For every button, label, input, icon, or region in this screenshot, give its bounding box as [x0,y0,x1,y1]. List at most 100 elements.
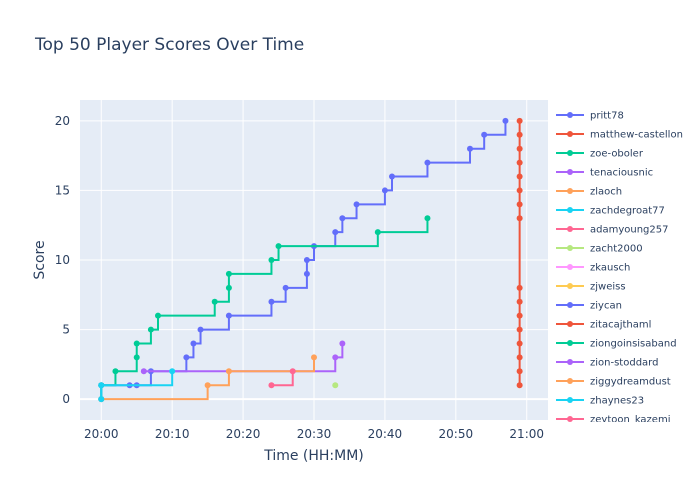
legend-item[interactable]: tenaciousnic [556,168,653,179]
y-axis-ticks: 0 5 10 15 20 [55,114,70,406]
data-point [133,340,140,347]
data-point [332,229,339,236]
x-axis-ticks: 20:00 20:10 20:20 20:30 20:40 20:50 21:00 [84,427,544,441]
x-tick-label: 20:40 [368,427,403,441]
legend-item[interactable]: zachdegroat77 [556,206,665,217]
data-point [339,215,346,222]
x-tick-label: 20:50 [439,427,474,441]
data-point [516,187,523,194]
legend-item[interactable]: matthew-castellon [556,130,683,141]
legend-label: zitacajthaml [590,320,651,331]
series-adamyoung257 [268,368,296,389]
y-tick-label: 15 [55,183,70,197]
data-point [389,173,395,180]
data-point [311,354,317,361]
legend-item[interactable]: zoe-oboler [556,149,644,160]
y-axis-title: Score [32,240,48,279]
legend-item[interactable]: pritt78 [556,111,624,122]
data-point [516,159,523,166]
legend-items: pritt78 matthew-castellon zoe-oboler tenaci… [556,111,683,426]
legend-item[interactable]: zjweiss [556,282,626,293]
y-tick-label: 10 [55,253,70,267]
legend-marker [567,359,573,365]
series-line [101,357,315,401]
legend-marker [567,321,573,327]
data-point [275,243,282,250]
data-point [516,326,523,333]
series-line [100,371,174,400]
legend-marker [567,169,573,175]
legend-marker [567,112,573,118]
x-tick-label: 20:20 [226,427,261,441]
series-zacht2000 [332,382,339,389]
data-point [516,340,523,347]
legend-item[interactable]: zeytoon_kazemi [556,415,670,426]
data-point [190,340,197,347]
data-point [381,187,388,194]
legend-label: zion-stoddard [590,358,658,369]
legend-marker [567,302,573,308]
legend[interactable]: pritt78 matthew-castellon zoe-oboler tenaci… [556,111,683,426]
data-point [211,298,218,305]
series-line [100,218,429,400]
legend-item[interactable]: ziongoinsisaband [556,339,677,350]
chart-title: Top 50 Player Scores Over Time [34,35,304,55]
data-point [516,215,523,222]
data-point [155,312,161,319]
legend-marker [567,226,573,232]
data-point [516,117,523,124]
legend-marker [567,283,573,289]
legend-label: adamyoung257 [590,225,669,236]
legend-marker [567,131,573,137]
x-tick-label: 20:30 [297,427,332,441]
series-line [271,371,294,387]
legend-label: ziongoinsisaband [590,339,677,350]
legend-item[interactable]: zkausch [556,263,630,274]
data-point [332,354,339,361]
data-point [424,159,431,166]
data-point [204,382,211,389]
data-point [197,326,204,333]
data-point [516,382,523,389]
data-point [516,201,523,208]
legend-label: zeytoon_kazemi [590,415,670,426]
y-tick-label: 5 [62,323,70,337]
legend-marker [567,416,573,422]
legend-item[interactable]: zacht2000 [556,244,643,255]
legend-label: zacht2000 [590,244,643,255]
data-point [140,368,147,375]
data-point [303,270,310,277]
series-zachdegroat77 [98,368,176,403]
data-point [98,382,105,389]
data-point [225,270,232,277]
legend-marker [567,378,573,384]
legend-item[interactable]: zlaoch [556,187,622,198]
legend-marker [567,340,573,346]
data-point [374,229,381,236]
data-point [147,326,154,333]
data-point [516,131,523,138]
data-point [516,368,523,375]
legend-label: zhaynes23 [590,396,644,407]
data-point [516,145,523,152]
legend-label: zkausch [590,263,630,274]
data-point [332,382,339,389]
data-point [481,131,488,138]
legend-label: ziggydreamdust [590,377,671,388]
legend-item[interactable]: zion-stoddard [556,358,658,369]
y-tick-label: 20 [55,114,70,128]
x-tick-label: 20:10 [155,427,190,441]
data-point [133,354,140,361]
legend-item[interactable]: adamyoung257 [556,225,669,236]
legend-item[interactable]: zitacajthaml [556,320,651,331]
series-matthew-castellon [516,117,523,389]
legend-label: zlaoch [590,187,622,198]
legend-label: ziycan [590,301,622,312]
legend-item[interactable]: ziycan [556,301,622,312]
legend-item[interactable]: ziggydreamdust [556,377,671,388]
data-point [339,340,346,347]
series-layer [98,117,523,403]
legend-label: tenaciousnic [590,168,653,179]
legend-item[interactable]: zhaynes23 [556,396,644,407]
